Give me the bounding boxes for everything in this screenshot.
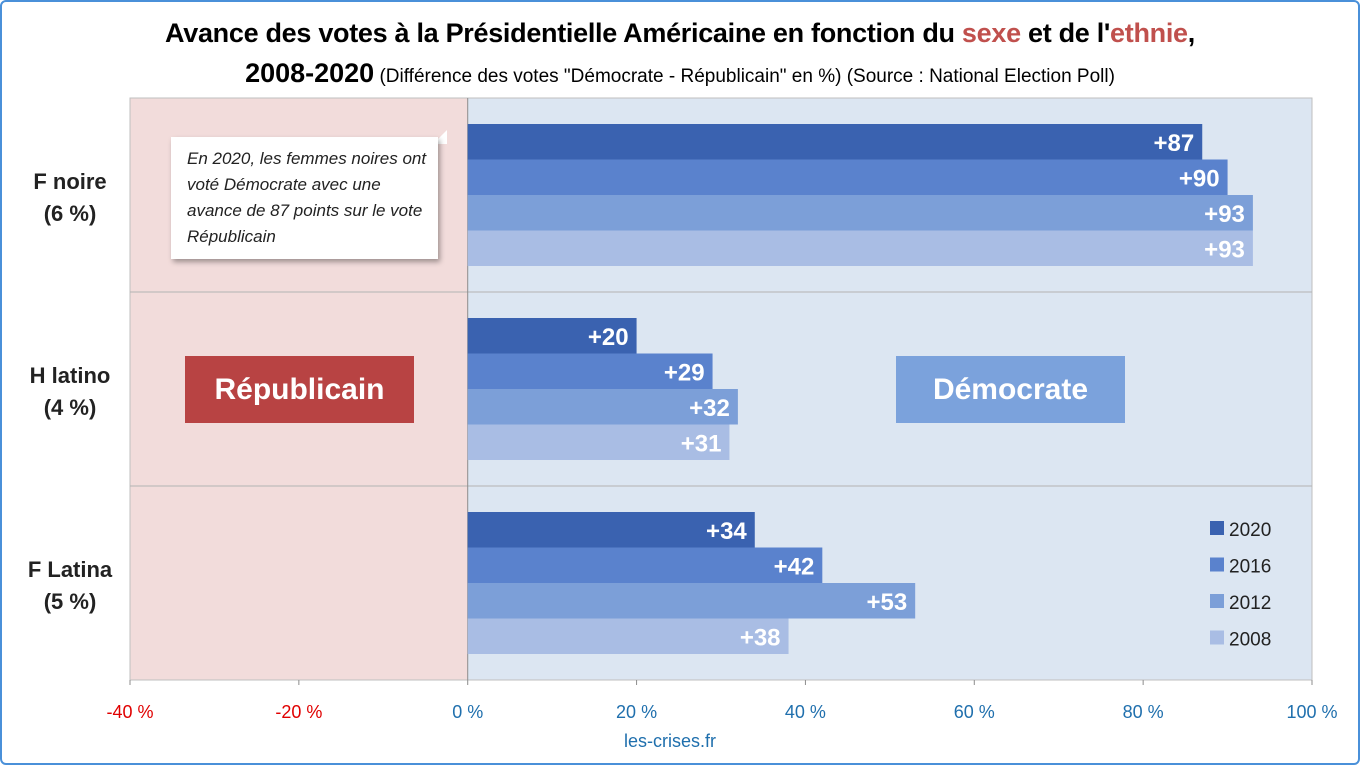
x-tick-label: 80 % [1123, 702, 1164, 722]
category-label: (4 %) [44, 395, 97, 420]
x-tick-label: -40 % [106, 702, 153, 722]
data-label: +20 [588, 324, 629, 351]
chart-title: Avance des votes à la Présidentielle Amé… [0, 18, 1360, 49]
x-tick-label: 100 % [1286, 702, 1337, 722]
plot-border [129, 97, 1313, 681]
data-label: +34 [706, 518, 747, 545]
data-label: +53 [866, 589, 907, 616]
annotation-text: En 2020, les femmes noires ont voté Démo… [187, 149, 427, 246]
source-credit: les-crises.fr [623, 731, 716, 751]
title-years: 2008-2020 [245, 58, 375, 88]
x-tick-label: 40 % [785, 702, 826, 722]
democrat-zone-label: Démocrate [896, 356, 1125, 423]
legend-swatch-2012 [1210, 594, 1224, 608]
data-label: +29 [664, 359, 705, 386]
data-label: +93 [1204, 236, 1245, 263]
data-label: +42 [774, 553, 815, 580]
bar-2012-1 [467, 195, 1253, 231]
legend: 2020 2016 2012 2008 [1210, 520, 1271, 651]
category-label: H latino [30, 363, 111, 388]
bar-2020-3 [467, 512, 755, 548]
legend-label: 2016 [1229, 557, 1271, 578]
bar-2008-1 [467, 230, 1253, 266]
title-ethnie: ethnie [1110, 18, 1188, 48]
category-label: F Latina [28, 557, 113, 582]
data-label: +87 [1154, 130, 1195, 157]
category-label: F noire [33, 169, 106, 194]
bar-2012-3 [467, 583, 916, 619]
title-part-1: Avance des votes à la Présidentielle Amé… [165, 18, 962, 48]
category-label: (6 %) [44, 201, 97, 226]
bar-2016-2 [467, 353, 713, 389]
bar-2020-1 [467, 124, 1203, 160]
data-label: +32 [689, 395, 730, 422]
data-label: +90 [1179, 165, 1220, 192]
republican-zone-label: Républicain [185, 356, 414, 423]
bar-2008-2 [467, 424, 730, 460]
title-part-3: , [1187, 18, 1196, 48]
legend-label: 2020 [1229, 520, 1271, 541]
x-axis-ticks: -40 % -20 % 0 % 20 % 40 % 60 % 80 % 100 % [106, 680, 1338, 722]
bar-2020-2 [467, 318, 637, 354]
data-label: +38 [740, 624, 781, 651]
bar-2016-1 [467, 159, 1228, 195]
legend-swatch-2016 [1210, 557, 1224, 572]
bar-2016-3 [467, 547, 823, 583]
x-tick-label: -20 % [275, 702, 322, 722]
legend-swatch-2020 [1210, 521, 1224, 535]
data-label: +31 [681, 430, 722, 457]
x-tick-label: 20 % [616, 702, 657, 722]
x-tick-label: 0 % [452, 702, 483, 722]
bar-2008-3 [467, 618, 789, 654]
data-label: +93 [1204, 201, 1245, 228]
title-part-2: et de l' [1020, 18, 1111, 48]
legend-label: 2008 [1229, 630, 1271, 651]
category-labels: F noire (6 %) H latino (4 %) F Latina (5 %) [28, 169, 113, 614]
legend-label: 2012 [1229, 593, 1271, 614]
category-label: (5 %) [44, 589, 97, 614]
bars [467, 124, 1253, 654]
chart-subtitle-line: 2008-2020 (Différence des votes "Démocra… [0, 58, 1360, 89]
x-tick-label: 60 % [954, 702, 995, 722]
legend-swatch-2008 [1210, 630, 1224, 645]
bar-2012-2 [467, 389, 738, 425]
title-sexe: sexe [961, 18, 1021, 48]
annotation-callout: En 2020, les femmes noires ont voté Démo… [171, 137, 438, 259]
data-labels: +87 +90 +93 +93 +20 +29 +32 +31 +34 +42 +53 +38 [588, 130, 1245, 652]
chart-subtitle: (Différence des votes "Démocrate - Répub… [374, 66, 1115, 87]
